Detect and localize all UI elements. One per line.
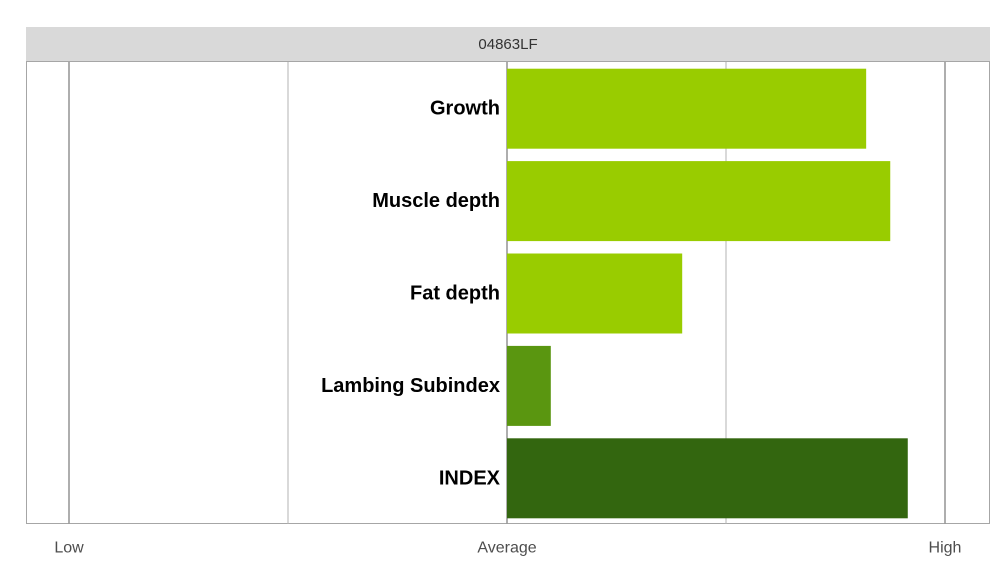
bar-muscle-depth xyxy=(507,161,891,242)
panel-header: 04863LF xyxy=(26,27,990,62)
category-label: Fat depth xyxy=(410,283,500,305)
x-tick-label: Low xyxy=(54,540,84,557)
bar-fat-depth xyxy=(507,253,683,334)
bar-lambing-subindex xyxy=(507,345,551,426)
panel-title: 04863LF xyxy=(478,35,538,53)
category-label: INDEX xyxy=(439,467,501,489)
x-tick-label: High xyxy=(929,540,962,557)
category-label: Growth xyxy=(430,98,500,120)
bar-index xyxy=(507,438,908,519)
x-tick-label: Average xyxy=(477,540,536,557)
category-label: Muscle depth xyxy=(372,190,500,212)
bar-growth xyxy=(507,68,867,149)
plot-panel xyxy=(26,62,990,524)
category-label: Lambing Subindex xyxy=(321,375,500,397)
